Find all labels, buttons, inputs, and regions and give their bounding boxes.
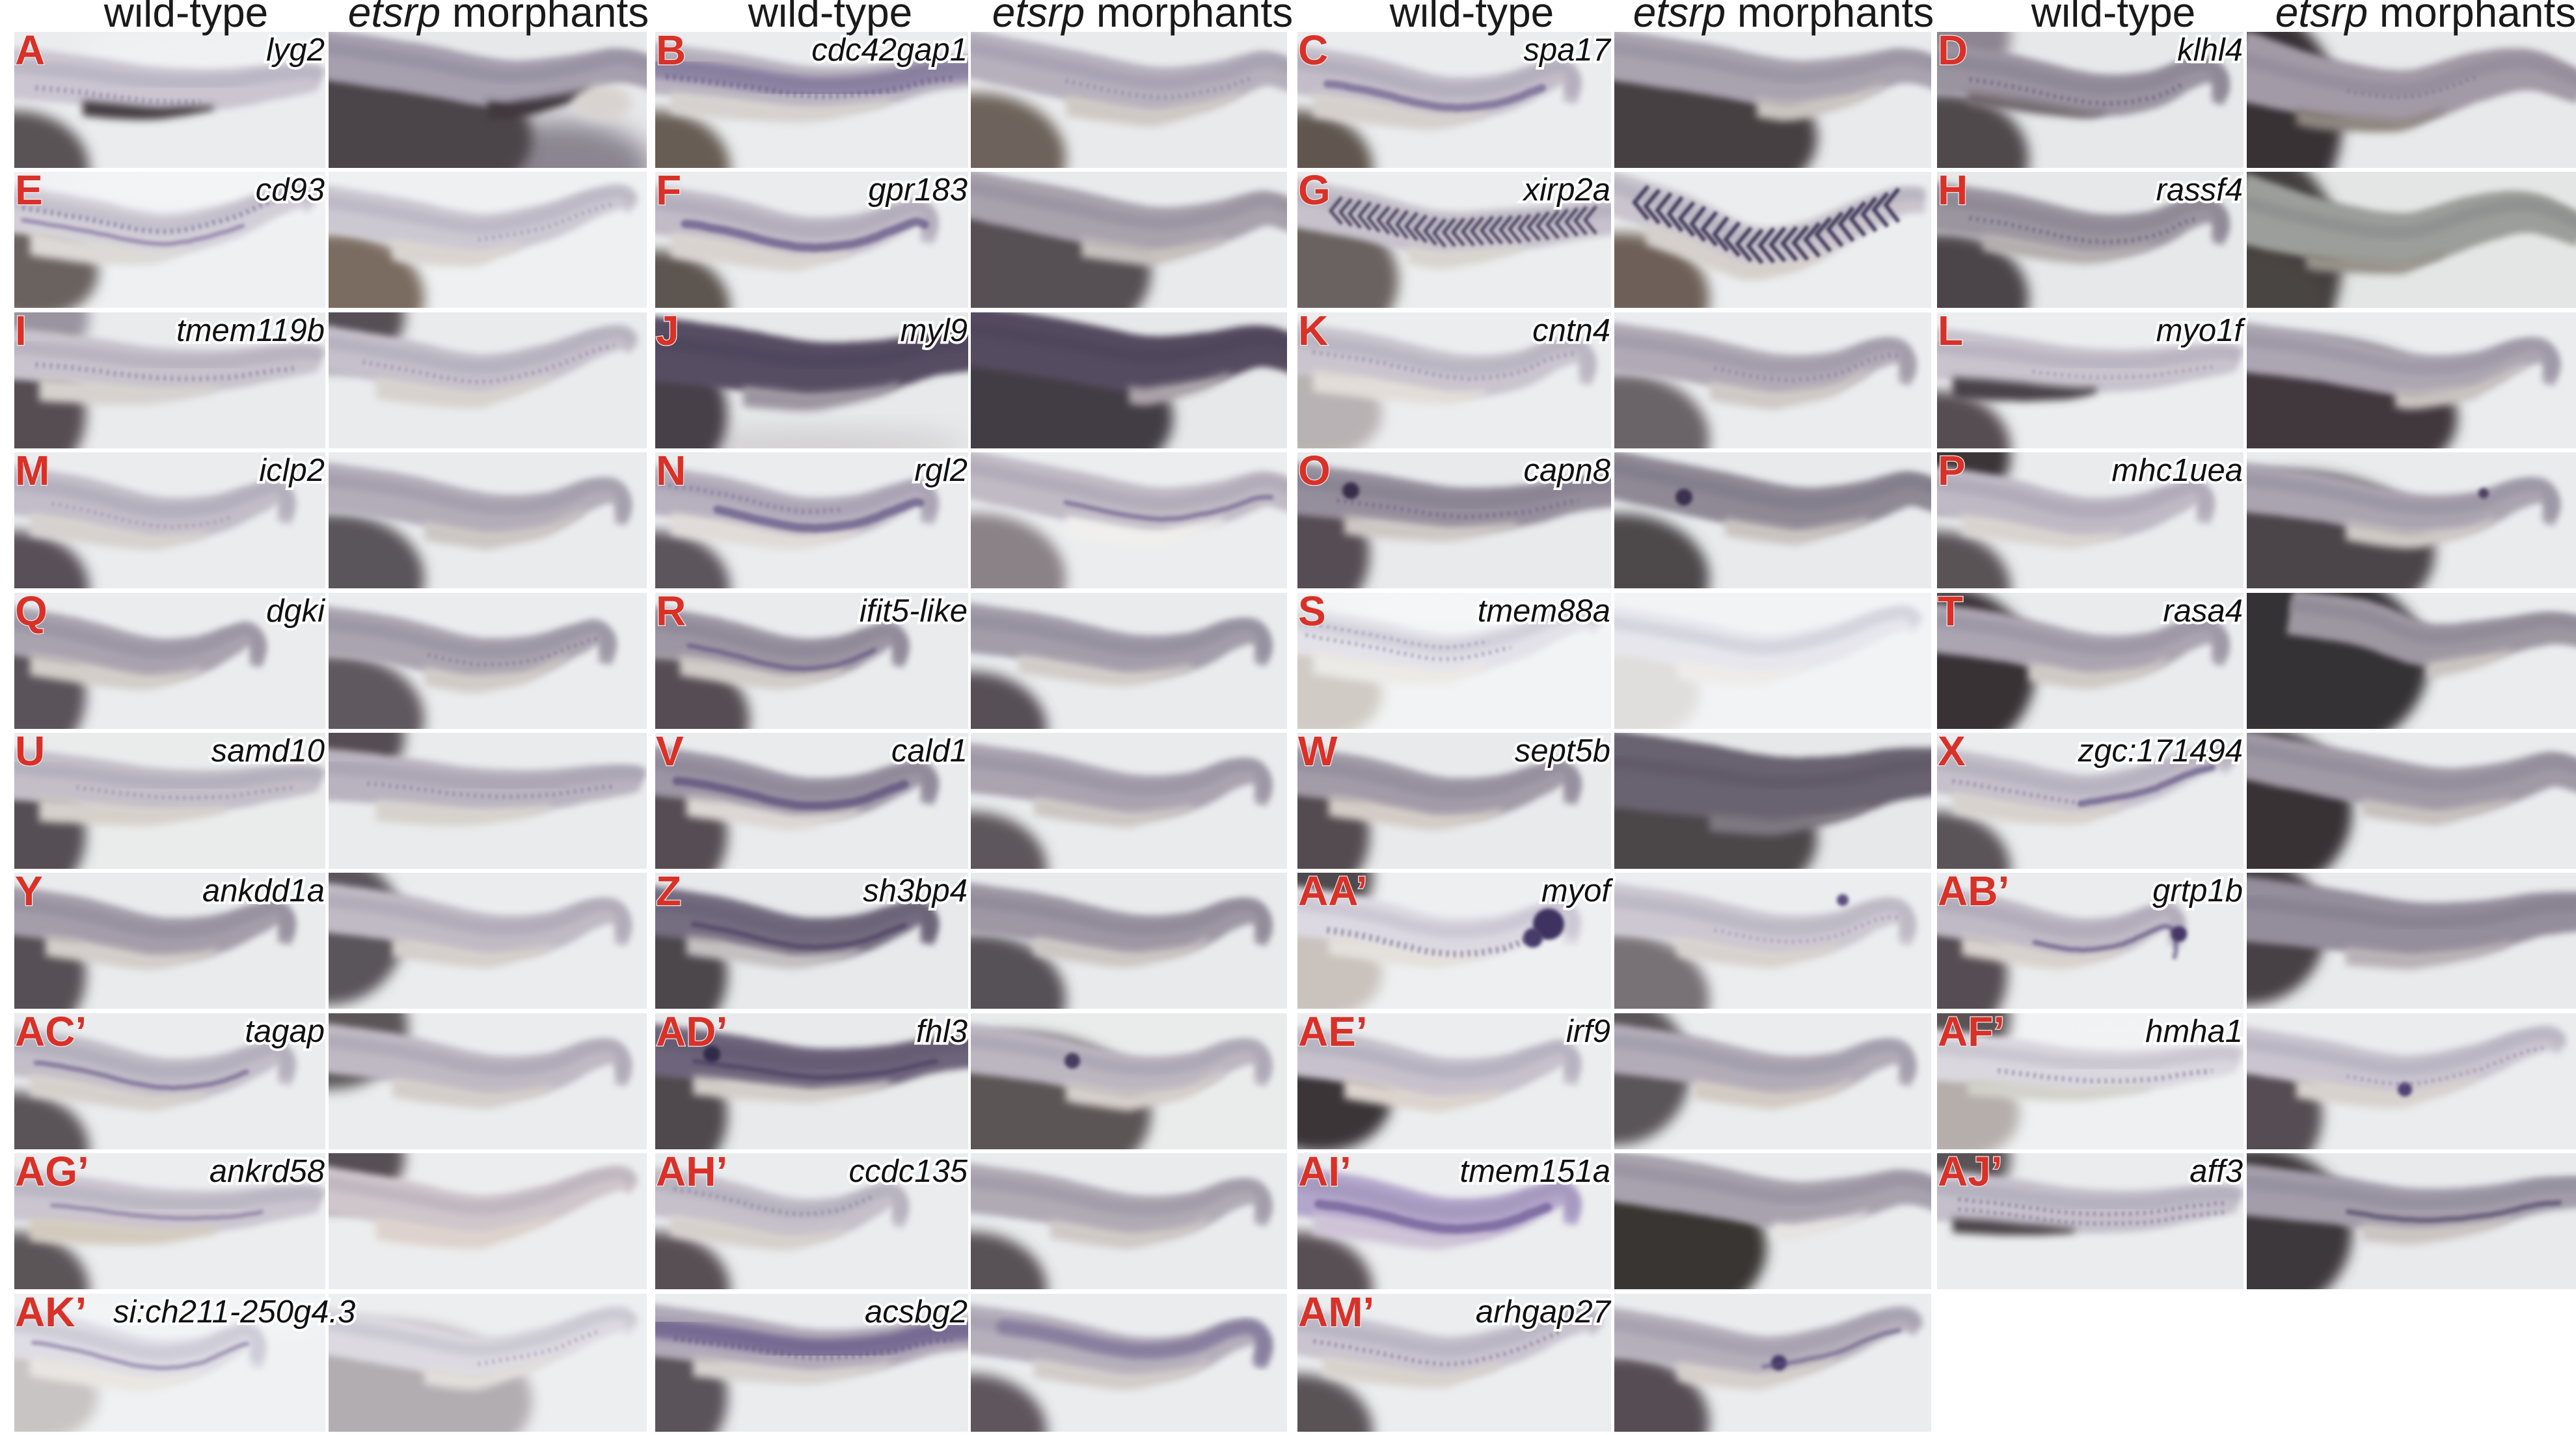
svg-text:B: B	[656, 27, 686, 74]
svg-text:myof: myof	[1541, 873, 1614, 909]
svg-text:mhc1uea: mhc1uea	[2111, 453, 2243, 488]
svg-text:xirp2a: xirp2a	[1523, 172, 1610, 208]
svg-text:etsrp morphants: etsrp morphants	[1633, 0, 1934, 36]
svg-text:O: O	[1298, 447, 1331, 494]
svg-text:irf9: irf9	[1566, 1014, 1610, 1049]
svg-text:etsrp morphants: etsrp morphants	[2275, 0, 2576, 36]
svg-text:cntn4: cntn4	[1532, 313, 1610, 348]
svg-text:zgc:171494: zgc:171494	[2078, 733, 2243, 769]
svg-text:rassf4: rassf4	[2156, 172, 2243, 208]
svg-text:etsrp morphants: etsrp morphants	[348, 0, 649, 36]
svg-text:F: F	[656, 167, 681, 213]
svg-text:acsbg2: acsbg2	[865, 1294, 968, 1330]
svg-text:myo1f: myo1f	[2156, 313, 2246, 348]
svg-text:AD’: AD’	[656, 1008, 727, 1055]
svg-text:P: P	[1938, 447, 1966, 494]
svg-text:J: J	[656, 307, 679, 354]
svg-text:tmem88a: tmem88a	[1478, 594, 1610, 629]
svg-text:lyg2: lyg2	[266, 33, 325, 68]
svg-text:si:ch211-250g4.3: si:ch211-250g4.3	[113, 1294, 355, 1330]
svg-text:wild-type: wild-type	[103, 0, 269, 36]
svg-text:M: M	[15, 447, 49, 494]
svg-text:cd93: cd93	[256, 172, 325, 208]
svg-text:Z: Z	[656, 868, 681, 914]
svg-text:fhl3: fhl3	[916, 1014, 968, 1049]
svg-text:spa17: spa17	[1523, 33, 1611, 68]
svg-text:wild-type: wild-type	[748, 0, 913, 36]
svg-text:AH’: AH’	[656, 1148, 727, 1195]
svg-text:capn8: capn8	[1523, 453, 1610, 488]
svg-text:I: I	[15, 307, 27, 354]
svg-text:aff3: aff3	[2190, 1154, 2243, 1189]
svg-text:AA’: AA’	[1298, 868, 1368, 914]
svg-text:tmem119b: tmem119b	[176, 313, 325, 348]
svg-text:C: C	[1298, 27, 1328, 74]
svg-text:L: L	[1938, 307, 1963, 354]
svg-text:sept5b: sept5b	[1515, 733, 1610, 769]
svg-text:sh3bp4: sh3bp4	[863, 873, 968, 909]
svg-text:W: W	[1298, 728, 1338, 774]
svg-text:U: U	[15, 728, 45, 774]
svg-text:dgki: dgki	[266, 594, 325, 629]
svg-text:AF’: AF’	[1938, 1008, 2005, 1055]
svg-text:arhgap27: arhgap27	[1476, 1294, 1612, 1330]
svg-text:T: T	[1938, 588, 1963, 635]
svg-text:rgl2: rgl2	[914, 453, 968, 488]
svg-text:Q: Q	[15, 588, 47, 635]
svg-text:N: N	[656, 447, 686, 494]
svg-text:AB’: AB’	[1938, 868, 2009, 914]
svg-text:AI’: AI’	[1298, 1148, 1351, 1195]
svg-text:R: R	[656, 588, 686, 635]
svg-text:ankrd58: ankrd58	[210, 1154, 325, 1189]
svg-text:cald1: cald1	[891, 733, 968, 769]
svg-text:AM’: AM’	[1298, 1289, 1374, 1335]
svg-text:ifit5-like: ifit5-like	[860, 594, 968, 629]
svg-text:X: X	[1938, 728, 1966, 774]
svg-text:tagap: tagap	[245, 1014, 325, 1049]
svg-text:rasa4: rasa4	[2163, 594, 2243, 629]
svg-text:AG’: AG’	[15, 1148, 89, 1195]
svg-text:hmha1: hmha1	[2145, 1014, 2243, 1049]
svg-text:V: V	[656, 728, 684, 774]
svg-text:E: E	[15, 167, 43, 213]
svg-text:iclp2: iclp2	[259, 453, 325, 488]
svg-text:grtp1b: grtp1b	[2152, 873, 2243, 909]
svg-text:AE’: AE’	[1298, 1008, 1368, 1055]
svg-text:D: D	[1938, 27, 1968, 74]
svg-text:AC’: AC’	[15, 1008, 87, 1055]
svg-text:klhl4: klhl4	[2177, 33, 2243, 68]
svg-text:samd10: samd10	[211, 733, 325, 769]
svg-text:ccdc135: ccdc135	[848, 1154, 968, 1189]
svg-text:A: A	[15, 27, 45, 74]
svg-text:etsrp morphants: etsrp morphants	[992, 0, 1293, 36]
svg-text:wild-type: wild-type	[1389, 0, 1554, 36]
svg-text:wild-type: wild-type	[2031, 0, 2196, 36]
svg-text:ankdd1a: ankdd1a	[202, 873, 325, 909]
svg-text:tmem151a: tmem151a	[1459, 1154, 1610, 1189]
svg-text:AJ’: AJ’	[1938, 1148, 2003, 1195]
svg-text:gpr183: gpr183	[868, 172, 968, 208]
svg-text:H: H	[1938, 167, 1968, 213]
svg-text:S: S	[1298, 588, 1326, 635]
svg-text:Y: Y	[15, 868, 43, 914]
svg-text:K: K	[1298, 307, 1328, 354]
svg-text:myl9: myl9	[901, 313, 968, 348]
svg-text:AK’: AK’	[15, 1289, 87, 1335]
svg-text:G: G	[1298, 167, 1331, 213]
svg-text:cdc42gap1: cdc42gap1	[811, 33, 968, 68]
